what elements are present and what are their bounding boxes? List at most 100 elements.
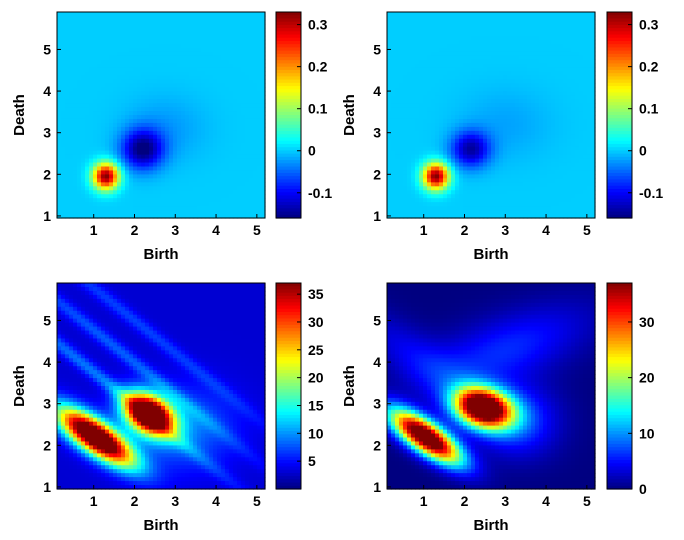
heatmap-cell	[519, 59, 524, 65]
heatmap-cell	[503, 19, 508, 25]
heatmap-cell	[539, 51, 544, 57]
heatmap-cell	[117, 206, 122, 211]
heatmap-cell	[181, 91, 186, 96]
heatmap-cell	[197, 87, 202, 92]
heatmap-cell	[93, 95, 98, 100]
heatmap-cell	[531, 178, 536, 183]
heatmap-cell	[113, 134, 118, 140]
heatmap-cell	[137, 174, 142, 179]
heatmap-cell	[475, 194, 480, 199]
heatmap-cell	[503, 103, 508, 108]
heatmap-cell	[443, 95, 448, 100]
heatmap-cell	[535, 138, 540, 144]
heatmap-cell	[471, 107, 476, 112]
heatmap-cell	[439, 43, 444, 49]
heatmap-cell	[427, 122, 432, 128]
heatmap-cell	[443, 79, 448, 84]
heatmap-cell	[69, 186, 74, 191]
heatmap-cell	[463, 103, 468, 108]
heatmap-cell	[391, 99, 396, 104]
heatmap-cell	[81, 182, 86, 187]
heatmap-cell	[463, 99, 468, 104]
heatmap-cell	[391, 178, 396, 183]
heatmap-cell	[201, 174, 206, 179]
heatmap-cell	[69, 79, 74, 84]
heatmap-cell	[161, 210, 166, 215]
heatmap-cell	[419, 23, 424, 29]
heatmap-cell	[201, 83, 206, 88]
heatmap-cell	[197, 154, 202, 160]
heatmap-cell	[539, 162, 544, 168]
heatmap-cell	[65, 107, 70, 112]
heatmap-cell	[209, 95, 214, 100]
heatmap-cell	[261, 35, 266, 41]
heatmap-cell	[407, 19, 412, 25]
heatmap-cell	[463, 194, 468, 199]
heatmap-cell	[217, 47, 222, 53]
heatmap-cell	[511, 83, 516, 88]
heatmap-cell	[519, 118, 524, 124]
heatmap-cell	[503, 138, 508, 144]
heatmap-cell	[57, 115, 62, 120]
heatmap-cell	[491, 190, 496, 195]
heatmap-cell	[475, 202, 480, 207]
heatmap-cell	[483, 158, 488, 164]
heatmap-cell	[137, 210, 142, 215]
heatmap-cell	[205, 206, 210, 211]
heatmap-cell	[225, 210, 230, 215]
heatmap-cell	[101, 166, 106, 172]
heatmap-cell	[483, 59, 488, 65]
heatmap-cell	[387, 158, 392, 164]
heatmap-cell	[399, 202, 404, 207]
heatmap-cell	[161, 31, 166, 37]
heatmap-cell	[435, 35, 440, 41]
heatmap-cell	[479, 126, 484, 132]
heatmap-cell	[189, 202, 194, 207]
heatmap-cell	[193, 27, 198, 33]
heatmap-cell	[439, 130, 444, 136]
heatmap-cell	[535, 111, 540, 116]
heatmap-cell	[101, 107, 106, 112]
heatmap-cell	[427, 71, 432, 76]
heatmap-cell	[157, 198, 162, 203]
heatmap-cell	[201, 118, 206, 124]
heatmap-cell	[137, 162, 142, 168]
heatmap-cell	[511, 150, 516, 156]
heatmap-cell	[217, 19, 222, 25]
heatmap-cell	[511, 166, 516, 172]
heatmap-cell	[69, 55, 74, 61]
heatmap-cell	[459, 43, 464, 49]
heatmap-cell	[475, 23, 480, 29]
heatmap-cell	[419, 79, 424, 84]
heatmap-cell	[153, 43, 158, 49]
heatmap-cell	[181, 210, 186, 215]
heatmap-cell	[193, 75, 198, 80]
colorbar-segment	[276, 182, 301, 187]
heatmap-cell	[113, 170, 118, 176]
heatmap-cell	[523, 79, 528, 84]
heatmap-cell	[523, 71, 528, 76]
heatmap-cell	[467, 115, 472, 120]
heatmap-cell	[431, 118, 436, 124]
heatmap-cell	[137, 166, 142, 172]
heatmap-cell	[73, 146, 78, 152]
heatmap-cell	[209, 174, 214, 179]
heatmap-cell	[77, 27, 82, 33]
heatmap-cell	[467, 87, 472, 92]
heatmap-cell	[471, 51, 476, 57]
heatmap-cell	[117, 87, 122, 92]
heatmap-cell	[423, 99, 428, 104]
heatmap-cell	[109, 19, 114, 25]
heatmap-cell	[225, 206, 230, 211]
heatmap-cell	[169, 91, 174, 96]
heatmap-cell	[165, 87, 170, 92]
heatmap-cell	[439, 51, 444, 57]
heatmap-cell	[201, 170, 206, 176]
heatmap-cell	[249, 39, 254, 45]
heatmap-cell	[435, 202, 440, 207]
heatmap-cell	[193, 111, 198, 116]
heatmap-cell	[455, 27, 460, 33]
heatmap-cell	[491, 214, 496, 219]
heatmap-cell	[177, 162, 182, 168]
heatmap-cell	[431, 95, 436, 100]
